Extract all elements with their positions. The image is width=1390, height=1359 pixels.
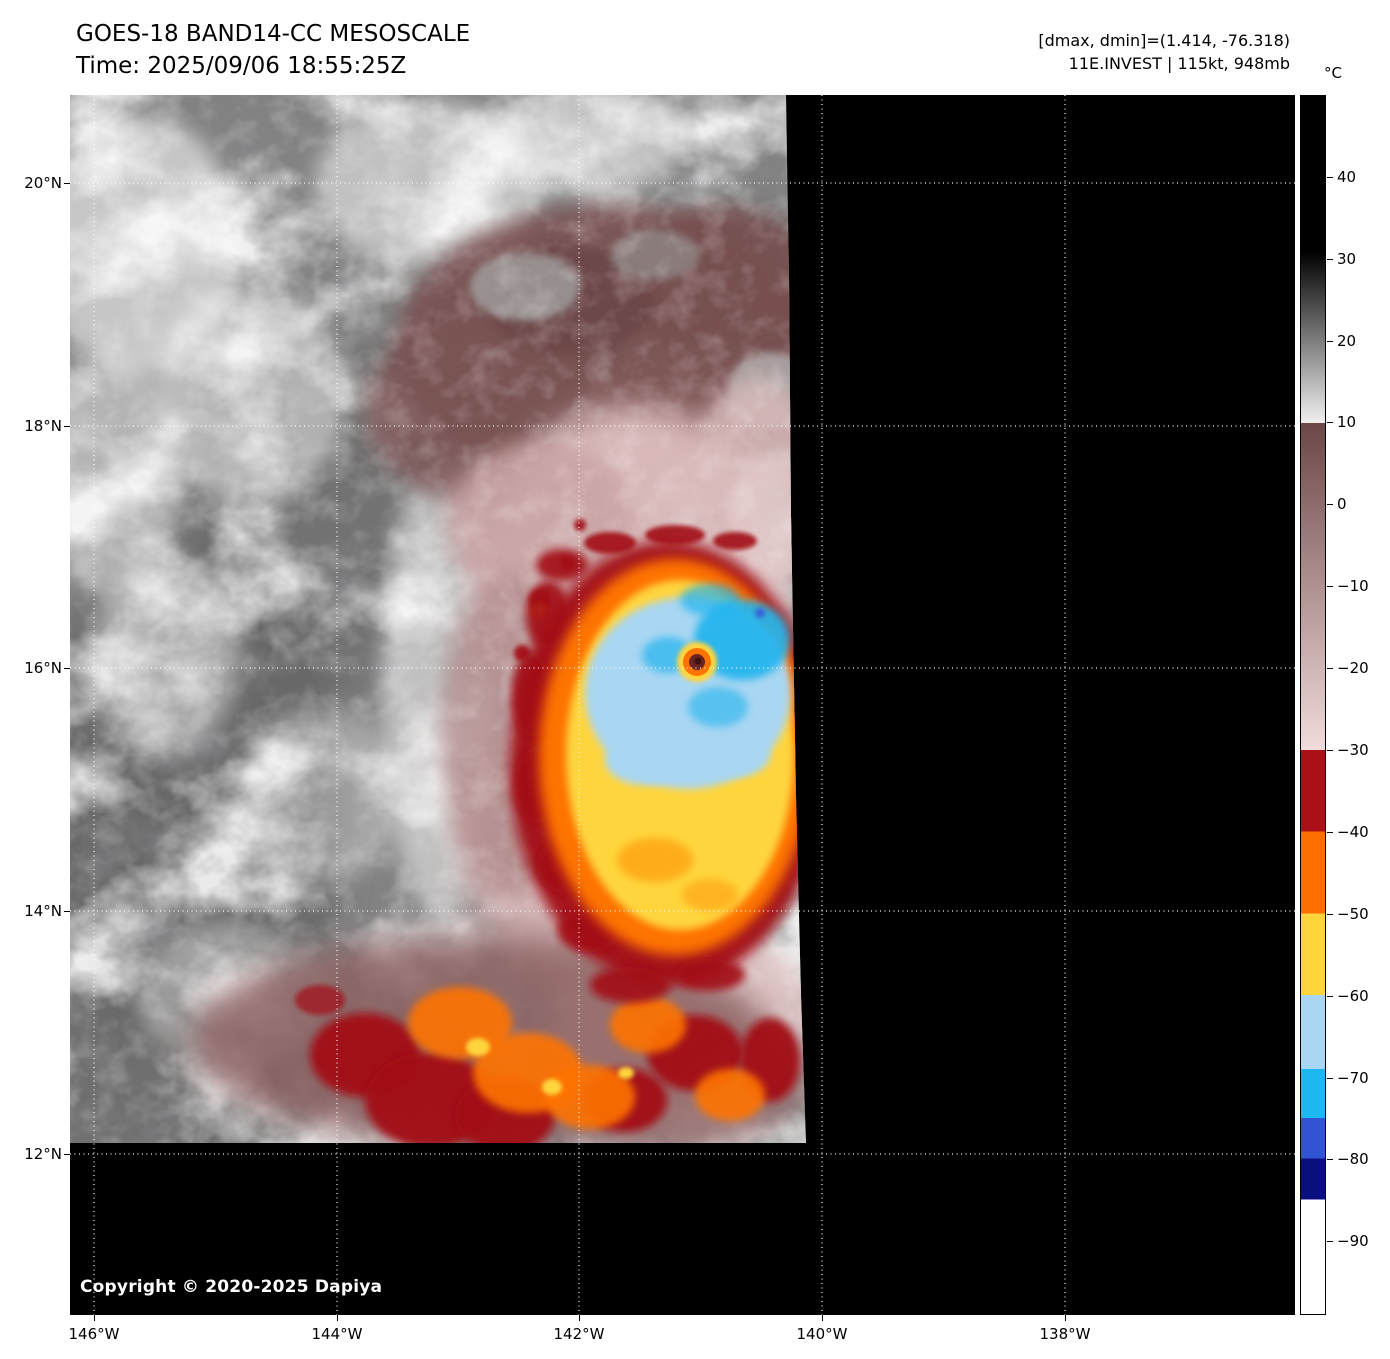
colorbar-unit-label: °C <box>1324 64 1342 82</box>
colorbar-tick-label: −20 <box>1337 659 1369 677</box>
colorbar-tick <box>1327 996 1333 997</box>
storm-eye <box>677 642 717 682</box>
lon-tick <box>337 1315 338 1321</box>
colorbar-tick <box>1327 422 1333 423</box>
colorbar-tick <box>1327 177 1333 178</box>
colorbar-tick-label: −30 <box>1337 741 1369 759</box>
colorbar-tick <box>1327 504 1333 505</box>
storm-info-label: 11E.INVEST | 115kt, 948mb <box>1068 54 1290 73</box>
lat-label-12n: 12°N <box>24 1145 62 1163</box>
storm-core <box>510 525 806 1003</box>
lat-tick <box>64 668 70 669</box>
lat-label-20n: 20°N <box>24 174 62 192</box>
colorbar-tick <box>1327 914 1333 915</box>
lon-tick <box>822 1315 823 1321</box>
lat-label-18n: 18°N <box>24 417 62 435</box>
colorbar-tick <box>1327 586 1333 587</box>
colorbar-tick-label: 10 <box>1337 413 1357 431</box>
colorbar-tick-label: 30 <box>1337 250 1357 268</box>
lat-label-14n: 14°N <box>24 902 62 920</box>
satellite-map: Copyright © 2020-2025 Dapiya <box>70 95 1295 1315</box>
lat-tick <box>64 911 70 912</box>
colorbar-tick-label: −10 <box>1337 577 1369 595</box>
colorbar-tick-label: 20 <box>1337 332 1357 350</box>
colorbar-tick-label: −80 <box>1337 1150 1369 1168</box>
lon-label-144w: 144°W <box>311 1325 363 1343</box>
page-title: GOES-18 BAND14-CC MESOSCALE <box>76 21 471 47</box>
lat-tick <box>64 183 70 184</box>
lon-label-146w: 146°W <box>68 1325 120 1343</box>
colorbar-tick-label: −40 <box>1337 823 1369 841</box>
lon-tick <box>579 1315 580 1321</box>
timestamp-label: Time: 2025/09/06 18:55:25Z <box>76 53 407 79</box>
colorbar-tick <box>1327 1159 1333 1160</box>
lon-tick <box>1065 1315 1066 1321</box>
lat-tick <box>64 1154 70 1155</box>
colorbar-tick-label: −50 <box>1337 905 1369 923</box>
colorbar-tick-label: −60 <box>1337 987 1369 1005</box>
lon-label-140w: 140°W <box>796 1325 848 1343</box>
dmax-dmin-readout: [dmax, dmin]=(1.414, -76.318) <box>1038 31 1290 50</box>
colorbar-tick <box>1327 259 1333 260</box>
colorbar-tick-label: 0 <box>1337 495 1347 513</box>
copyright-label: Copyright © 2020-2025 Dapiya <box>80 1277 383 1297</box>
colorbar-tick-label: 40 <box>1337 168 1357 186</box>
lon-label-138w: 138°W <box>1039 1325 1091 1343</box>
colorbar-tick <box>1327 750 1333 751</box>
lon-tick <box>94 1315 95 1321</box>
colorbar-tick <box>1327 1078 1333 1079</box>
colorbar-tick <box>1327 832 1333 833</box>
colorbar-tick <box>1327 341 1333 342</box>
colorbar-tick-label: −70 <box>1337 1069 1369 1087</box>
temperature-colorbar <box>1300 95 1326 1315</box>
colorbar-tick <box>1327 1241 1333 1242</box>
satellite-image <box>70 95 1295 1315</box>
data-swath <box>70 95 806 1143</box>
gridlines <box>70 95 1295 1315</box>
colorbar-tick-label: −90 <box>1337 1232 1369 1250</box>
lat-label-16n: 16°N <box>24 659 62 677</box>
lon-label-142w: 142°W <box>553 1325 605 1343</box>
colorbar-tick <box>1327 668 1333 669</box>
lat-tick <box>64 426 70 427</box>
